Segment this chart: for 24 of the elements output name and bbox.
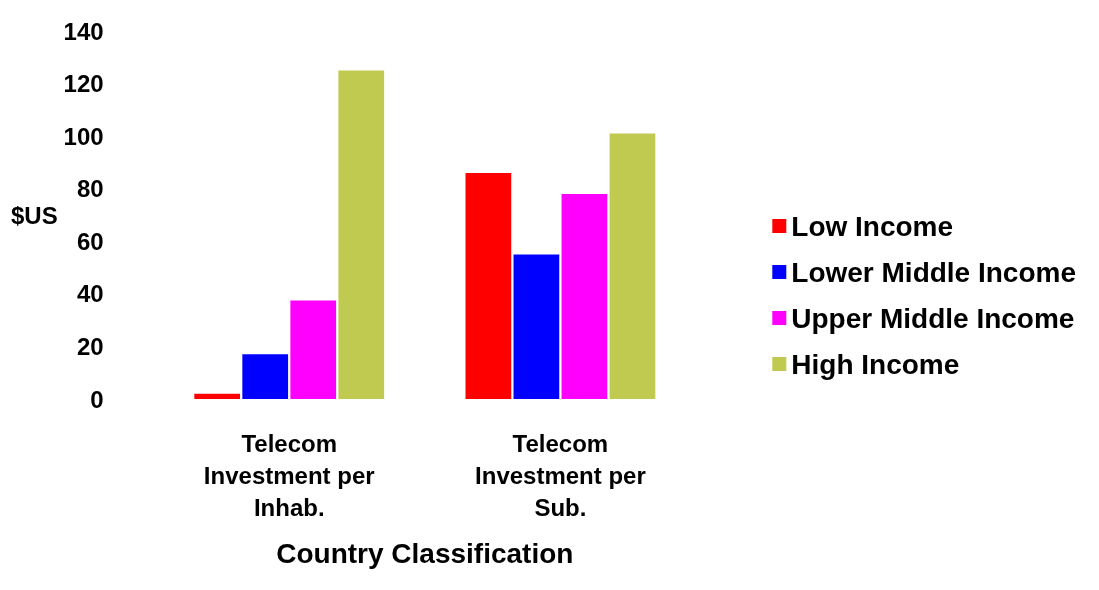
y-tick-label: 0 [90,385,104,413]
legend-label: Upper Middle Income [791,302,1075,334]
legend-label: Lower Middle Income [791,256,1076,288]
bar [513,254,560,399]
bar [465,172,512,399]
bar [194,393,241,399]
legend-label: High Income [791,348,960,380]
bar [609,133,656,399]
y-tick-label: 140 [63,17,104,45]
bar [561,193,608,399]
y-tick-label: 120 [63,70,104,98]
legend-label: Low Income [791,210,954,242]
x-axis-title: Country Classification [276,537,574,569]
y-axis-title: $US [11,201,58,229]
bar [338,70,385,399]
bar [290,300,337,399]
x-tick-label: Telecom Investment per Inhab. [203,429,375,521]
bar [242,354,289,399]
y-tick-label: 80 [76,175,104,203]
y-tick-label: 100 [63,122,104,150]
y-tick-label: 20 [76,332,104,360]
y-tick-label: 60 [76,227,104,255]
y-tick-label: 40 [76,280,104,308]
x-tick-label: Telecom Investment per Sub. [475,429,646,521]
